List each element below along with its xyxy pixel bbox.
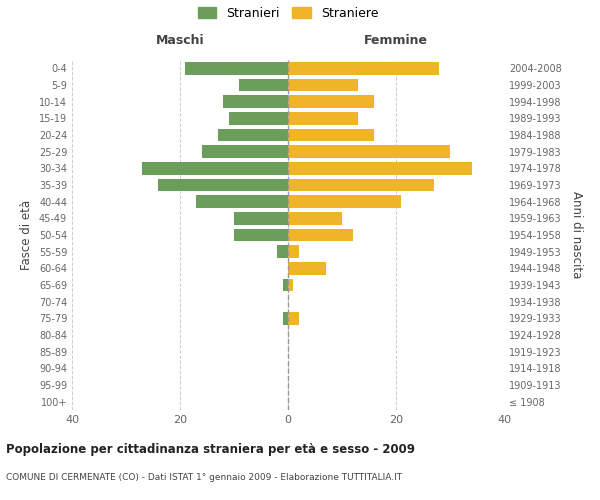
Bar bbox=[218, 129, 288, 141]
Bar bbox=[202, 146, 288, 158]
Text: COMUNE DI CERMENATE (CO) - Dati ISTAT 1° gennaio 2009 - Elaborazione TUTTITALIA.: COMUNE DI CERMENATE (CO) - Dati ISTAT 1°… bbox=[6, 472, 402, 482]
Y-axis label: Anni di nascita: Anni di nascita bbox=[570, 192, 583, 278]
Bar bbox=[196, 196, 288, 208]
Bar bbox=[288, 229, 353, 241]
Bar bbox=[277, 246, 288, 258]
Bar bbox=[185, 62, 288, 74]
Bar bbox=[288, 62, 439, 74]
Bar bbox=[234, 229, 288, 241]
Bar bbox=[239, 79, 288, 92]
Bar bbox=[288, 162, 472, 174]
Text: Femmine: Femmine bbox=[364, 34, 428, 46]
Bar bbox=[288, 79, 358, 92]
Bar bbox=[288, 179, 434, 192]
Bar bbox=[229, 112, 288, 124]
Y-axis label: Fasce di età: Fasce di età bbox=[20, 200, 33, 270]
Bar bbox=[288, 96, 374, 108]
Bar bbox=[288, 279, 293, 291]
Bar bbox=[288, 312, 299, 324]
Bar bbox=[223, 96, 288, 108]
Legend: Stranieri, Straniere: Stranieri, Straniere bbox=[194, 4, 382, 24]
Text: Maschi: Maschi bbox=[155, 34, 205, 46]
Bar bbox=[288, 196, 401, 208]
Bar bbox=[288, 246, 299, 258]
Bar bbox=[142, 162, 288, 174]
Bar bbox=[283, 279, 288, 291]
Bar bbox=[288, 112, 358, 124]
Text: Popolazione per cittadinanza straniera per età e sesso - 2009: Popolazione per cittadinanza straniera p… bbox=[6, 442, 415, 456]
Bar bbox=[288, 146, 450, 158]
Bar bbox=[288, 262, 326, 274]
Bar bbox=[288, 212, 342, 224]
Bar bbox=[283, 312, 288, 324]
Bar bbox=[288, 129, 374, 141]
Bar bbox=[234, 212, 288, 224]
Bar bbox=[158, 179, 288, 192]
